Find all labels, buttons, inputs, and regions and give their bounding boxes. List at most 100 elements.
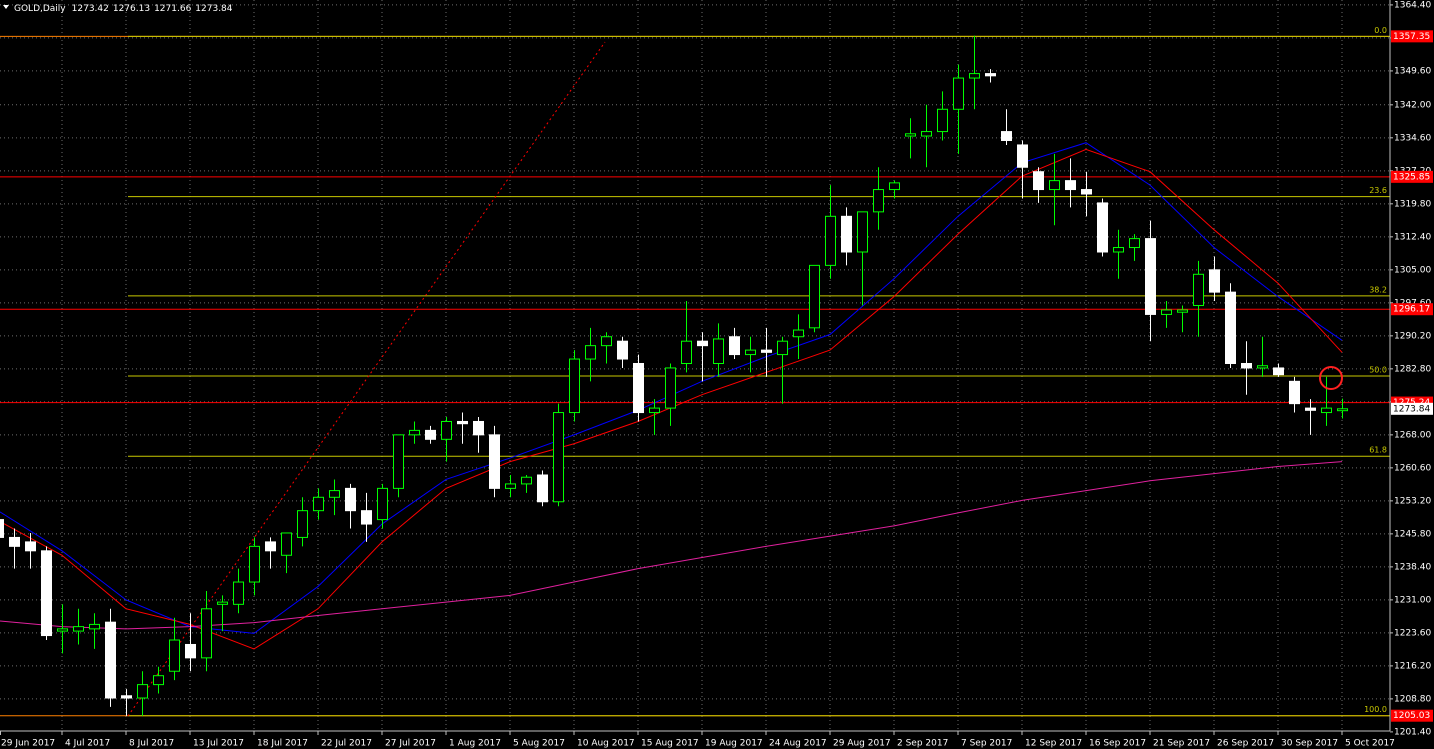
candle-body xyxy=(425,429,436,440)
candle-body xyxy=(553,412,564,503)
candle-body xyxy=(1161,309,1172,315)
candle-body xyxy=(1337,408,1348,412)
y-tick-label: 1231.00 xyxy=(1394,595,1431,605)
y-tick-label: 1282.80 xyxy=(1394,364,1431,374)
candle-body xyxy=(1113,247,1124,253)
candle-body xyxy=(665,367,676,409)
x-tick-label: 22 Jul 2017 xyxy=(321,739,372,749)
candle-body xyxy=(905,133,916,137)
x-tick-label: 26 Sep 2017 xyxy=(1217,739,1274,749)
candle-body xyxy=(857,211,868,253)
candle-body xyxy=(441,420,452,440)
y-tick-label: 1216.20 xyxy=(1394,661,1431,671)
candle-body xyxy=(1225,291,1236,364)
candle-body xyxy=(121,695,132,699)
candle-body xyxy=(185,643,196,659)
candle-body xyxy=(505,483,516,489)
fib-low-box xyxy=(1391,709,1433,722)
x-tick-label: 5 Oct 2017 xyxy=(1345,739,1395,749)
candle-body xyxy=(57,628,68,632)
y-tick-label: 1342.00 xyxy=(1394,100,1431,110)
candle-body xyxy=(1097,202,1108,253)
candle-body xyxy=(1001,131,1012,141)
fib-level-label: 0.0 xyxy=(1374,26,1387,35)
y-tick-label: 1245.80 xyxy=(1394,529,1431,539)
candle-body xyxy=(825,215,836,266)
candle-body xyxy=(105,621,116,699)
candle-body xyxy=(153,675,164,686)
x-tick-label: 7 Sep 2017 xyxy=(961,739,1012,749)
candle-body xyxy=(777,340,788,356)
candle-body xyxy=(937,108,948,133)
candle-body xyxy=(1273,367,1284,376)
candle-body xyxy=(841,215,852,253)
candle-body xyxy=(617,340,628,360)
candles xyxy=(0,35,1348,716)
header-low: 1271.66 xyxy=(154,4,191,14)
time-axis-bg xyxy=(0,731,1434,749)
y-tick-label: 1238.40 xyxy=(1394,562,1431,572)
x-tick-label: 19 Aug 2017 xyxy=(705,739,763,749)
candle-body xyxy=(25,541,36,552)
candle-body xyxy=(201,608,212,659)
fib-level-label: 61.8 xyxy=(1369,446,1387,455)
x-tick-label: 27 Jul 2017 xyxy=(385,739,436,749)
candle-body xyxy=(1177,309,1188,313)
candle-body xyxy=(921,131,932,137)
candle-body xyxy=(1049,180,1060,191)
highlight-circle xyxy=(1319,366,1343,390)
fib-high-box xyxy=(1391,30,1433,43)
chart-header: GOLD,Daily 1273.42 1276.13 1271.66 1273.84 xyxy=(14,4,233,14)
fib-level-label: 38.2 xyxy=(1369,285,1387,294)
candle-body xyxy=(569,358,580,414)
candle-body xyxy=(233,581,244,605)
candle-body xyxy=(1129,238,1140,249)
candle-body xyxy=(1305,407,1316,411)
candle-body xyxy=(889,182,900,191)
candle-body xyxy=(1241,362,1252,369)
header-close: 1273.84 xyxy=(195,4,232,14)
candle-body xyxy=(313,496,324,512)
x-tick-label: 29 Aug 2017 xyxy=(833,739,891,749)
candle-body xyxy=(745,349,756,356)
candle-body xyxy=(73,626,84,632)
candle-body xyxy=(729,336,740,356)
header-high: 1276.13 xyxy=(113,4,150,14)
candle-body xyxy=(697,340,708,347)
x-tick-label: 10 Aug 2017 xyxy=(577,739,635,749)
candle-body xyxy=(489,434,500,489)
fib-level-label: 100.0 xyxy=(1364,705,1387,714)
fib-level-label: 50.0 xyxy=(1369,366,1387,375)
candle-body xyxy=(281,532,292,556)
x-tick-label: 1 Aug 2017 xyxy=(449,739,501,749)
candle-body xyxy=(969,73,980,79)
candle-body xyxy=(265,541,276,552)
symbol: GOLD,Daily xyxy=(14,4,66,14)
price-axis-bg xyxy=(1390,0,1434,749)
candle-body xyxy=(1065,180,1076,191)
y-tick-label: 1334.60 xyxy=(1394,133,1431,143)
y-tick-label: 1349.60 xyxy=(1394,66,1431,76)
candle-body xyxy=(345,487,356,512)
candle-body xyxy=(601,336,612,347)
candle-body xyxy=(297,510,308,538)
candle-body xyxy=(41,550,52,637)
candle-body xyxy=(137,684,148,699)
y-tick-label: 1223.60 xyxy=(1394,628,1431,638)
price-line-label: 1296.17 xyxy=(1393,305,1430,315)
y-tick-label: 1253.20 xyxy=(1394,496,1431,506)
x-tick-label: 29 Jun 2017 xyxy=(1,739,55,749)
current-price-label: 1273.84 xyxy=(1393,404,1430,414)
y-tick-label: 1208.80 xyxy=(1394,694,1431,704)
menu-triangle xyxy=(3,5,9,9)
candle-body xyxy=(809,264,820,329)
y-tick-label: 1290.20 xyxy=(1394,331,1431,341)
candle-body xyxy=(457,420,468,425)
candle-body xyxy=(713,338,724,364)
candle-body xyxy=(393,434,404,489)
candle-body xyxy=(633,362,644,414)
x-tick-label: 13 Jul 2017 xyxy=(193,739,244,749)
